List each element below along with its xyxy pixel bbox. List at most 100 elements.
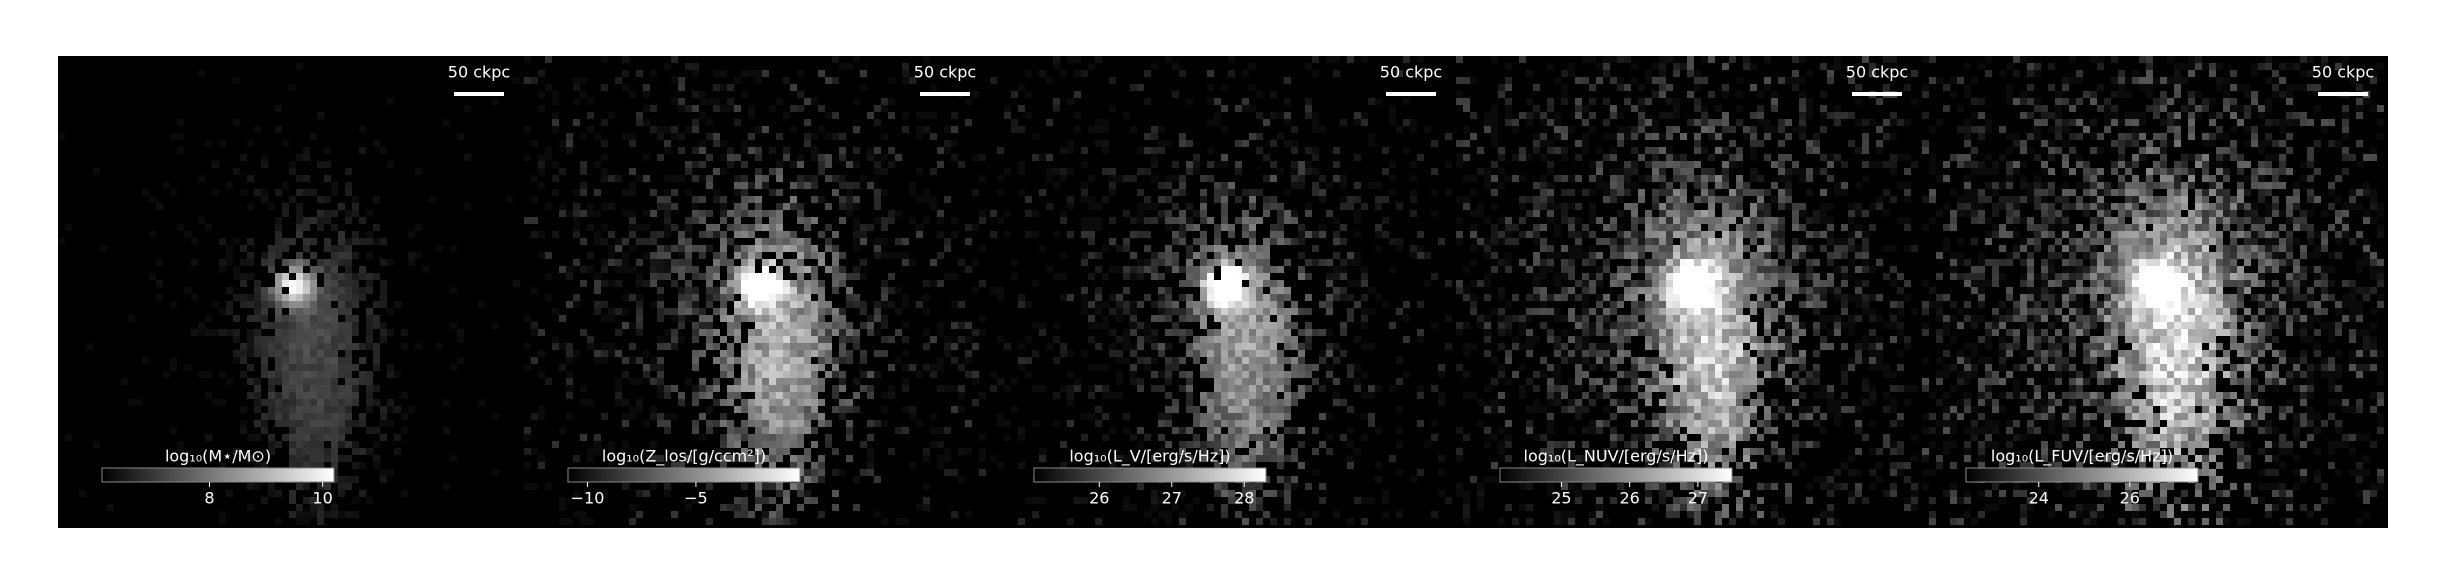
pixel [1165, 252, 1172, 259]
pixel [1778, 77, 1785, 84]
pixel [797, 280, 804, 287]
pixel [1729, 140, 1736, 147]
pixel [1095, 126, 1102, 133]
pixel [685, 217, 692, 224]
pixel [324, 392, 331, 399]
pixel [1242, 518, 1249, 525]
pixel [303, 147, 310, 154]
pixel [797, 441, 804, 448]
pixel [1890, 301, 1897, 308]
pixel [622, 294, 629, 301]
pixel [1263, 371, 1270, 378]
pixel [324, 357, 331, 364]
pixel [741, 182, 748, 189]
pixel [706, 273, 713, 280]
pixel [1715, 322, 1722, 329]
pixel [380, 238, 387, 245]
pixel [734, 266, 741, 273]
pixel [1911, 98, 1918, 105]
pixel [1757, 287, 1764, 294]
pixel [1340, 182, 1347, 189]
pixel [352, 476, 359, 483]
pixel [1123, 238, 1130, 245]
pixel [1123, 357, 1130, 364]
pixel [1708, 154, 1715, 161]
pixel [1659, 259, 1666, 266]
pixel [1568, 294, 1575, 301]
pixel [734, 308, 741, 315]
pixel [713, 168, 720, 175]
pixel [1039, 497, 1046, 504]
pixel [874, 105, 881, 112]
pixel [289, 266, 296, 273]
pixel [545, 154, 552, 161]
pixel [1333, 511, 1340, 518]
pixel [1722, 259, 1729, 266]
pixel [1193, 161, 1200, 168]
colorbar [1034, 468, 1266, 482]
pixel [1368, 343, 1375, 350]
pixel [979, 154, 986, 161]
pixel [951, 469, 958, 476]
pixel [1456, 287, 1463, 294]
pixel [727, 434, 734, 441]
pixel [1067, 385, 1074, 392]
pixel [1757, 273, 1764, 280]
pixel [1778, 280, 1785, 287]
pixel [1242, 301, 1249, 308]
scale-bar-label: 50 ckpc [914, 63, 976, 82]
pixel [1186, 280, 1193, 287]
pixel [1792, 56, 1799, 63]
pixel [748, 308, 755, 315]
pixel [317, 364, 324, 371]
pixel [706, 385, 713, 392]
pixel [289, 238, 296, 245]
pixel [450, 245, 457, 252]
pixel [1736, 189, 1743, 196]
pixel [853, 126, 860, 133]
pixel [1631, 266, 1638, 273]
pixel [1298, 357, 1305, 364]
pixel [657, 259, 664, 266]
pixel [275, 364, 282, 371]
pixel [1505, 252, 1512, 259]
pixel [1848, 231, 1855, 238]
pixel [979, 455, 986, 462]
pixel [1249, 287, 1256, 294]
pixel [1032, 133, 1039, 140]
pixel [1277, 350, 1284, 357]
pixel [1032, 420, 1039, 427]
pixel [331, 273, 338, 280]
pixel [678, 98, 685, 105]
pixel [1088, 364, 1095, 371]
pixel [275, 217, 282, 224]
pixel [1207, 329, 1214, 336]
pixel [1172, 427, 1179, 434]
pixel [1291, 476, 1298, 483]
pixel [741, 371, 748, 378]
pixel [1018, 301, 1025, 308]
pixel [755, 217, 762, 224]
pixel [1610, 238, 1617, 245]
pixel [1039, 329, 1046, 336]
pixel [1694, 217, 1701, 224]
pixel [1102, 273, 1109, 280]
pixel [275, 357, 282, 364]
pixel [1890, 119, 1897, 126]
pixel [1568, 259, 1575, 266]
pixel [1750, 140, 1757, 147]
pixel [156, 294, 163, 301]
pixel [1764, 266, 1771, 273]
pixel [1659, 287, 1666, 294]
pixel [331, 189, 338, 196]
pixel [1165, 294, 1172, 301]
pixel [1540, 273, 1547, 280]
pixel [1652, 63, 1659, 70]
pixel [629, 133, 636, 140]
pixel [1694, 98, 1701, 105]
pixel [1277, 357, 1284, 364]
pixel [1123, 210, 1130, 217]
pixel [1053, 63, 1060, 70]
pixel [1820, 301, 1827, 308]
pixel [184, 287, 191, 294]
